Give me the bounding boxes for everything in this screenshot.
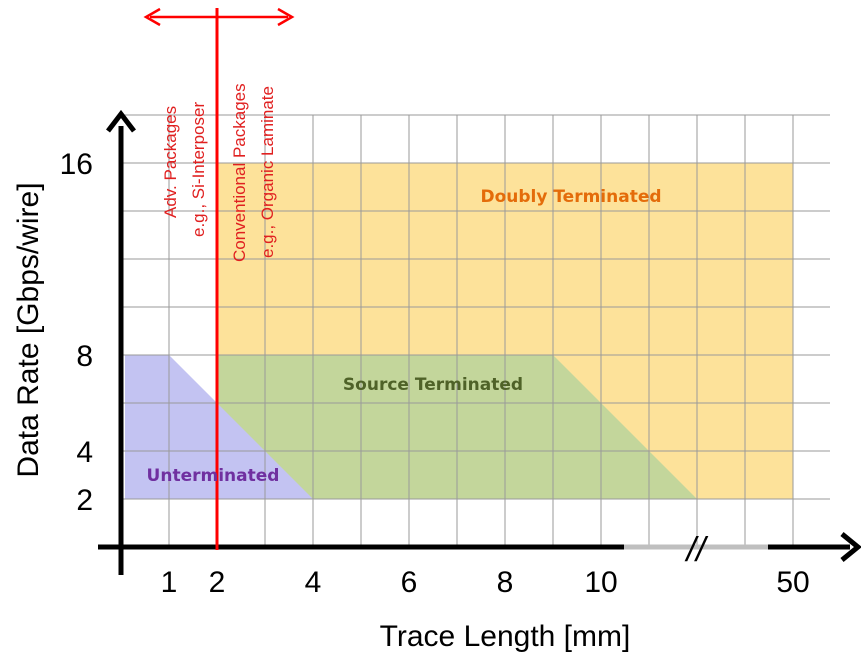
conventional-packages-example: e.g., Organic Laminate [258,86,277,258]
conventional-packages-label: Conventional Packages [230,83,249,262]
x-tick-label: 6 [401,566,418,599]
x-tick-label: 8 [497,566,514,599]
y-tick-label: 2 [76,484,93,517]
x-tick-label: 4 [305,566,322,599]
y-axis-title: Data Rate [Gbps/wire] [12,182,45,477]
doubly-terminated-label: Doubly Terminated [480,187,661,207]
unterminated-label: Unterminated [147,466,280,486]
x-tick-label: 1 [161,566,178,599]
y-axis-arrowhead [106,109,136,133]
y-tick-label: 4 [76,436,93,469]
x-axis-arrowhead [840,532,861,562]
unterminated-region [125,355,313,499]
x-axis-title: Trace Length [mm] [380,620,631,653]
package-arrow-right-head [277,7,295,27]
source-terminated-label: Source Terminated [343,375,523,395]
x-tick-label: 10 [584,566,617,599]
grid [121,114,830,547]
y-tick-label: 8 [76,340,93,373]
x-tick-label: 50 [776,566,809,599]
axis-break-mark: // [685,531,709,569]
adv-packages-label: Adv. Packages [161,106,180,218]
adv-packages-example: e.g., Si-Interposer [189,102,208,237]
y-tick-label: 16 [60,148,93,181]
package-arrow-left-head [143,7,161,27]
x-tick-label: 2 [209,566,226,599]
